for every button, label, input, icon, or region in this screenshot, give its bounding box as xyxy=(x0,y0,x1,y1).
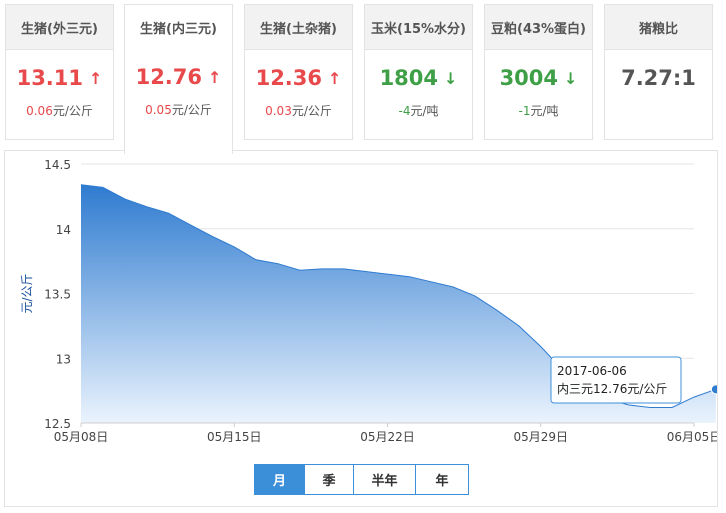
arrow-up-icon: ↑ xyxy=(89,68,103,88)
series-area xyxy=(81,184,716,423)
tab-half-year[interactable]: 半年 xyxy=(353,465,415,494)
card-title: 猪粮比 xyxy=(605,5,712,50)
x-tick-label: 05月15日 xyxy=(207,430,262,444)
arrow-down-icon: ↓ xyxy=(564,68,578,88)
card-price: 3004 xyxy=(499,66,559,90)
card-change: 0.03元/公斤 xyxy=(245,102,352,119)
card-change-unit: 元/公斤 xyxy=(171,103,212,117)
x-tick-label: 05月08日 xyxy=(54,430,109,444)
card-price-row: 13.11 ↑ xyxy=(6,66,113,90)
card-price: 13.11 xyxy=(16,66,84,90)
card-change: -1元/吨 xyxy=(485,102,592,119)
card-change-value: -1 xyxy=(518,104,531,118)
y-tick-label: 13.5 xyxy=(44,288,71,302)
y-tick-label: 12.5 xyxy=(44,417,71,431)
chart-panel: 14.5 14 13.5 13 12.5 05月08日 05月15日 05月22日 05月29日… xyxy=(4,150,718,507)
tooltip-box xyxy=(550,356,682,404)
card-change-unit: 元/公斤 xyxy=(52,104,93,118)
card-title: 生猪(内三元) xyxy=(125,5,232,49)
card-change-unit: 元/吨 xyxy=(410,104,439,118)
tooltip-value: 内三元12.76元/公斤 xyxy=(557,382,667,396)
card-change: 0.06元/公斤 xyxy=(6,102,113,119)
card-title: 玉米(15%水分) xyxy=(365,5,472,50)
card-price: 7.27:1 xyxy=(621,66,696,90)
card-title: 豆粕(43%蛋白) xyxy=(485,5,592,50)
card-title: 生猪(土杂猪) xyxy=(245,5,352,50)
card-change-value: 0.05 xyxy=(145,103,172,117)
price-card-neisanyuan[interactable]: 生猪(内三元) 12.76 ↑ 0.05元/公斤 xyxy=(124,4,233,154)
arrow-up-icon: ↑ xyxy=(208,67,222,87)
tab-month[interactable]: 月 xyxy=(255,465,304,494)
y-tick-label: 14.5 xyxy=(44,158,71,172)
card-change-value: -4 xyxy=(398,104,411,118)
x-tick-label: 06月05日 xyxy=(667,430,717,444)
y-axis-label: 元/公斤 xyxy=(20,273,34,313)
card-price-row: 7.27:1 xyxy=(605,66,712,90)
card-price: 1804 xyxy=(379,66,439,90)
price-card-ratio[interactable]: 猪粮比 7.27:1 xyxy=(604,4,713,140)
card-price-row: 3004 ↓ xyxy=(485,66,592,90)
period-tabs: 月 季 半年 年 xyxy=(254,464,469,495)
tab-year[interactable]: 年 xyxy=(415,465,468,494)
card-price-row: 12.76 ↑ xyxy=(125,65,232,89)
tab-quarter[interactable]: 季 xyxy=(304,465,353,494)
card-change-unit: 元/公斤 xyxy=(291,104,332,118)
y-tick-label: 13 xyxy=(56,352,71,366)
card-price: 12.36 xyxy=(255,66,323,90)
card-change-value: 0.06 xyxy=(26,104,53,118)
price-card-tuzazhu[interactable]: 生猪(土杂猪) 12.36 ↑ 0.03元/公斤 xyxy=(244,4,353,140)
card-title: 生猪(外三元) xyxy=(6,5,113,50)
card-change-unit: 元/吨 xyxy=(530,104,559,118)
tooltip-date: 2017-06-06 xyxy=(557,364,627,378)
card-change: -4元/吨 xyxy=(365,102,472,119)
card-price-row: 12.36 ↑ xyxy=(245,66,352,90)
card-change-value: 0.03 xyxy=(265,104,292,118)
x-tick-label: 05月29日 xyxy=(513,430,568,444)
price-card-waisanyuan[interactable]: 生猪(外三元) 13.11 ↑ 0.06元/公斤 xyxy=(5,4,114,140)
price-card-corn[interactable]: 玉米(15%水分) 1804 ↓ -4元/吨 xyxy=(364,4,473,140)
card-price: 12.76 xyxy=(135,65,203,89)
price-card-soymeal[interactable]: 豆粕(43%蛋白) 3004 ↓ -1元/吨 xyxy=(484,4,593,140)
card-price-row: 1804 ↓ xyxy=(365,66,472,90)
highlighted-point xyxy=(710,384,717,395)
arrow-up-icon: ↑ xyxy=(328,68,342,88)
y-tick-label: 14 xyxy=(56,223,71,237)
card-change: 0.05元/公斤 xyxy=(125,101,232,118)
x-tick-label: 05月22日 xyxy=(360,430,415,444)
arrow-down-icon: ↓ xyxy=(444,68,458,88)
